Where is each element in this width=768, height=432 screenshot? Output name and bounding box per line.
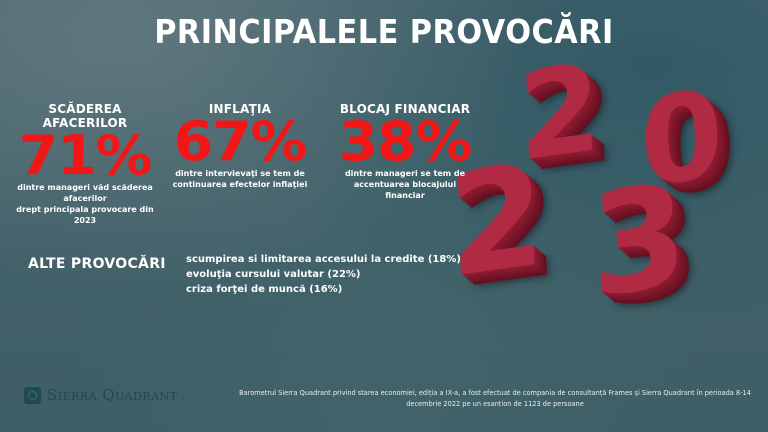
- sierra-quadrant-logo: Sierra Quadrant: [24, 386, 178, 404]
- stat-heading: BLOCAJ FINANCIAR: [339, 102, 471, 116]
- other-challenges-list: scumpirea si limitarea accesului la cred…: [186, 252, 461, 297]
- logo-text: Sierra Quadrant: [47, 386, 178, 404]
- footnote-line2: decembrie 2022 pe un esantion de 1123 de…: [406, 400, 584, 408]
- logo-mark-icon: [24, 386, 41, 404]
- stat-description-line1: dintre manageri se tem de: [344, 169, 466, 178]
- stat-heading: SCĂDEREA AFACERILOR: [42, 102, 128, 130]
- footnote: Barometrul Sierra Quadrant privind stare…: [225, 388, 765, 410]
- year-2023-artwork: 2 0 2 3: [440, 38, 768, 350]
- stat-description-line2: continuarea efectelor inflaţiei: [172, 180, 308, 189]
- stat-financial-blockage: BLOCAJ FINANCIAR 38% dintre manageri se …: [335, 102, 475, 201]
- stat-description-line2: drept principala provocare din 2023: [16, 205, 154, 225]
- other-challenges-title: ALTE PROVOCĂRI: [28, 256, 166, 272]
- stat-percent: 67%: [173, 110, 308, 173]
- stat-percent: 38%: [338, 110, 473, 173]
- stat-description-line2: accentuarea blocajului financiar: [353, 180, 457, 200]
- stat-description-line1: dintre manageri văd scăderea afacerilor: [17, 183, 153, 203]
- list-item: scumpirea si limitarea accesului la cred…: [186, 254, 461, 265]
- footnote-line1: Barometrul Sierra Quadrant privind stare…: [239, 389, 751, 397]
- list-item: criza forţei de muncă (16%): [186, 284, 343, 295]
- stat-inflation: INFLAŢIA 67% dintre intervievaţi se tem …: [170, 102, 310, 190]
- stat-heading: INFLAŢIA: [208, 102, 272, 116]
- stat-percent: 71%: [18, 124, 153, 187]
- page-title: PRINCIPALELE PROVOCĂRI: [154, 12, 614, 51]
- digit-3: 3: [587, 152, 690, 331]
- stat-description-line1: dintre intervievaţi se tem de: [175, 169, 305, 178]
- list-item: evoluţia cursului valutar (22%): [186, 269, 361, 280]
- stat-business-decline: SCĂDEREA AFACERILOR 71% dintre manageri …: [10, 102, 160, 226]
